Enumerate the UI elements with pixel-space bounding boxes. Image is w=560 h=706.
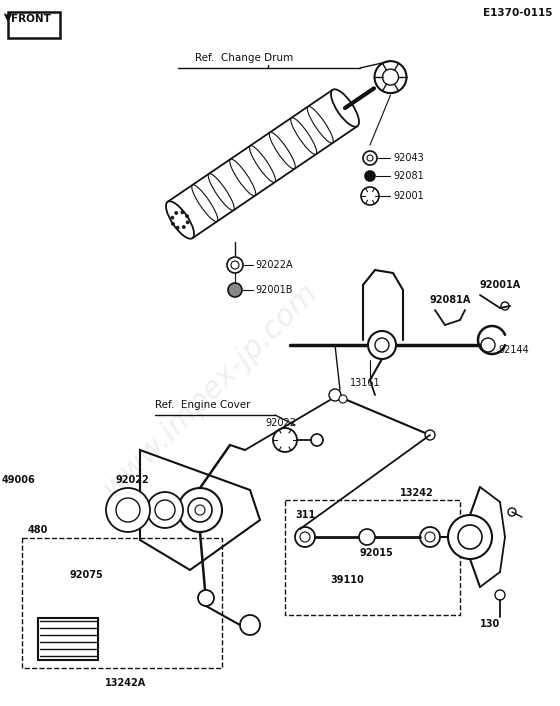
Text: Ref.  Change Drum: Ref. Change Drum — [195, 53, 293, 63]
Circle shape — [228, 283, 242, 297]
Circle shape — [182, 226, 185, 229]
Text: 92022: 92022 — [265, 418, 296, 428]
Text: 13242: 13242 — [400, 488, 434, 498]
Circle shape — [295, 527, 315, 547]
Circle shape — [508, 508, 516, 516]
Circle shape — [368, 331, 396, 359]
Bar — [285, 500, 460, 615]
Text: Ref.  Engine Cover: Ref. Engine Cover — [155, 400, 250, 410]
Text: FRONT: FRONT — [11, 14, 51, 24]
Circle shape — [361, 187, 379, 205]
Ellipse shape — [166, 201, 194, 239]
Text: 92001B: 92001B — [255, 285, 292, 295]
Circle shape — [185, 215, 189, 217]
Text: 92081: 92081 — [393, 171, 424, 181]
Circle shape — [178, 488, 222, 532]
Text: 130: 130 — [480, 619, 500, 629]
Circle shape — [147, 492, 183, 528]
Bar — [8, 12, 60, 38]
Circle shape — [181, 211, 184, 214]
Circle shape — [458, 525, 482, 549]
Circle shape — [425, 430, 435, 440]
Circle shape — [240, 615, 260, 635]
Text: E1370-0115: E1370-0115 — [483, 8, 553, 18]
Circle shape — [176, 226, 179, 229]
Text: 49006: 49006 — [2, 475, 36, 485]
Circle shape — [363, 151, 377, 165]
Circle shape — [382, 69, 399, 85]
Circle shape — [448, 515, 492, 559]
Bar — [22, 538, 222, 668]
Text: 39110: 39110 — [330, 575, 364, 585]
Text: www.impex-jp.com: www.impex-jp.com — [97, 277, 323, 503]
Circle shape — [329, 389, 341, 401]
Circle shape — [311, 434, 323, 446]
Circle shape — [481, 338, 495, 352]
Circle shape — [171, 222, 174, 225]
Text: 92075: 92075 — [70, 570, 104, 580]
Text: 92001: 92001 — [393, 191, 424, 201]
Circle shape — [175, 211, 178, 215]
Text: 92043: 92043 — [393, 153, 424, 163]
Circle shape — [339, 395, 347, 403]
Text: 480: 480 — [28, 525, 48, 535]
Text: 92144: 92144 — [498, 345, 529, 355]
Circle shape — [359, 529, 375, 545]
Circle shape — [106, 488, 150, 532]
Text: 13242A: 13242A — [105, 678, 146, 688]
Circle shape — [227, 257, 243, 273]
Ellipse shape — [331, 89, 359, 127]
Circle shape — [171, 216, 174, 219]
Circle shape — [495, 590, 505, 600]
Circle shape — [273, 428, 297, 452]
Circle shape — [188, 498, 212, 522]
Circle shape — [367, 155, 373, 161]
Circle shape — [420, 527, 440, 547]
Text: 92022: 92022 — [115, 475, 149, 485]
Circle shape — [186, 221, 189, 224]
Circle shape — [198, 590, 214, 606]
Text: 13161: 13161 — [350, 378, 381, 388]
Text: 311: 311 — [295, 510, 315, 520]
Bar — [38, 618, 98, 660]
Circle shape — [375, 61, 407, 93]
Circle shape — [365, 171, 375, 181]
Text: 92015: 92015 — [360, 548, 394, 558]
Text: 92022A: 92022A — [255, 260, 293, 270]
Text: 92081A: 92081A — [430, 295, 472, 305]
Text: 92001A: 92001A — [480, 280, 521, 290]
